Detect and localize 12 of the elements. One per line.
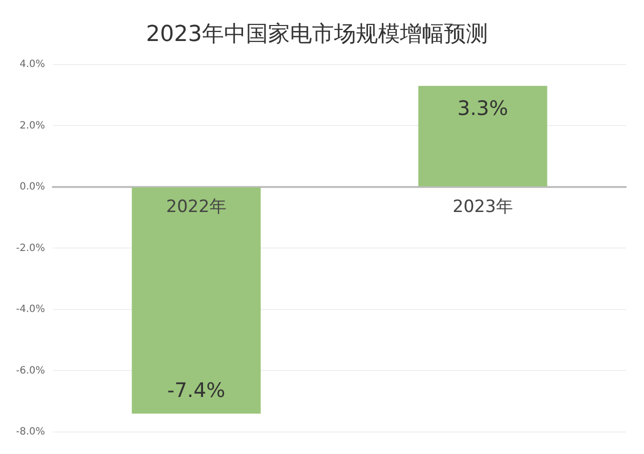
data-label: -7.4%	[167, 378, 226, 402]
y-tick-label: -8.0%	[16, 426, 46, 438]
y-tick-label: -2.0%	[16, 242, 46, 254]
y-tick-label: 0.0%	[20, 182, 46, 193]
y-tick-label: 4.0%	[20, 58, 46, 70]
x-tick-label: 2023年	[452, 196, 513, 217]
chart-title: 2023年中国家电市场规模增幅预测	[146, 22, 488, 47]
data-label: 3.3%	[457, 96, 508, 120]
y-tick-label: -4.0%	[16, 304, 46, 316]
y-tick-label: -6.0%	[16, 365, 46, 376]
y-tick-label: 2.0%	[20, 120, 46, 132]
x-tick-label: 2022年	[166, 196, 226, 217]
